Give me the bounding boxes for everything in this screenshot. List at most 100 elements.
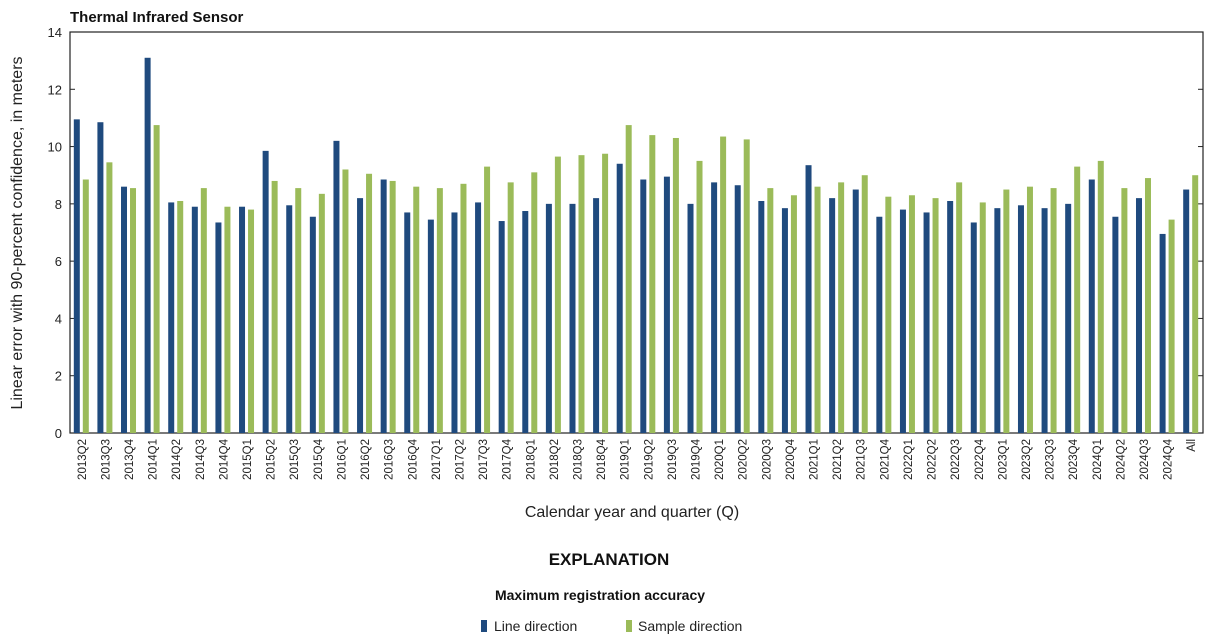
bar-sample-2020Q4 [790,195,797,433]
bar-sample-2015Q4 [318,193,325,433]
bar-line-2017Q3 [475,202,482,433]
x-tick-label: 2016Q4 [407,438,419,480]
legend-heading: EXPLANATION [549,550,670,569]
y-tick-label: 10 [48,140,62,155]
bar-line-2014Q2 [168,202,175,433]
bar-line-2018Q3 [569,203,576,433]
x-tick-label: 2016Q2 [360,439,372,480]
x-tick-label: 2017Q2 [454,439,466,480]
bar-sample-2024Q3 [1144,178,1151,433]
bar-sample-2022Q3 [956,182,963,433]
x-tick-label: 2014Q3 [195,439,207,480]
bar-line-2020Q2 [734,185,741,433]
bar-sample-2013Q4 [130,188,137,433]
bar-line-2013Q2 [73,119,80,433]
bar-sample-2019Q3 [672,137,679,433]
bar-line-2016Q1 [333,140,340,434]
bar-line-2024Q2 [1112,216,1119,433]
x-tick-label: 2018Q4 [596,438,608,480]
bar-line-2018Q1 [522,211,529,433]
bar-line-2019Q4 [687,203,694,433]
x-tick-label: 2023Q4 [1068,438,1080,480]
bar-sample-2015Q1 [248,209,255,433]
bar-sample-2018Q3 [578,155,585,433]
bar-line-2023Q2 [1017,205,1024,433]
bar-line-All [1183,189,1190,433]
x-tick-label: 2015Q1 [242,439,254,480]
bar-sample-2019Q2 [649,135,656,433]
bar-sample-2024Q1 [1097,160,1104,433]
y-tick-label: 4 [55,311,62,326]
bar-line-2021Q3 [852,189,859,433]
bar-line-2016Q3 [380,179,387,433]
bar-sample-2024Q4 [1168,219,1175,433]
legend-swatch-line [481,620,487,632]
bars [73,57,1199,434]
x-tick-label: 2013Q3 [100,439,112,480]
legend-label-line: Line direction [494,618,577,634]
bar-sample-2022Q2 [932,198,939,433]
y-tick-labels: 0 2 4 6 8 10 12 14 [48,25,62,441]
bar-line-2017Q4 [498,221,505,433]
bar-sample-2019Q1 [625,125,632,433]
bar-sample-2021Q4 [885,196,892,433]
bar-sample-2016Q3 [389,180,396,433]
x-tick-labels: 2013Q2 2013Q3 2013Q4 2014Q1 2014Q2 2014Q3 2014… [77,438,1198,480]
bar-line-2016Q4 [404,212,411,433]
bar-sample-2023Q3 [1050,188,1057,433]
bar-sample-2023Q4 [1074,166,1081,433]
bar-sample-2017Q2 [460,183,467,433]
bar-line-2019Q1 [616,163,623,433]
bar-line-2021Q1 [805,165,812,434]
bar-sample-2015Q2 [271,180,278,433]
axes [69,31,1204,434]
x-tick-label: 2014Q1 [148,439,160,480]
x-tick-label: 2014Q4 [218,438,230,480]
x-tick-label: 2022Q3 [950,439,962,480]
x-tick-label: 2021Q3 [856,439,868,480]
x-tick-label: 2023Q1 [997,439,1009,480]
bar-sample-2017Q3 [484,166,491,433]
y-tick-label: 2 [55,369,62,384]
bar-line-2023Q4 [1065,203,1072,433]
chart-title: Thermal Infrared Sensor [70,9,244,26]
bar-sample-2021Q1 [814,186,821,433]
x-tick-label: 2021Q2 [832,439,844,480]
x-tick-label: 2013Q4 [124,438,136,480]
x-tick-label: 2016Q3 [384,439,396,480]
bar-line-2013Q3 [97,122,104,433]
bar-sample-2020Q2 [743,139,750,434]
x-tick-label: 2019Q4 [691,438,703,480]
x-tick-label: 2017Q3 [478,439,490,480]
x-tick-label: 2015Q3 [289,439,301,480]
bar-sample-All [1192,175,1199,433]
bar-line-2024Q4 [1159,233,1166,433]
bar-line-2021Q4 [876,216,883,433]
plot-frame [69,31,1204,434]
bar-sample-2023Q1 [1003,189,1010,433]
y-tick-label: 8 [55,197,62,212]
bar-sample-2013Q3 [106,162,113,433]
x-tick-label: 2017Q4 [502,438,514,480]
legend-label-sample: Sample direction [638,618,742,634]
x-tick-label: 2022Q4 [974,438,986,480]
x-tick-label: 2024Q3 [1139,439,1151,480]
x-tick-label: 2015Q2 [266,439,278,480]
bar-line-2015Q4 [309,216,316,433]
bar-line-2021Q2 [829,198,836,433]
x-tick-label: 2017Q1 [431,439,443,480]
x-tick-label: 2020Q4 [785,438,797,480]
bar-sample-2021Q2 [838,182,845,433]
legend-swatch-sample [626,620,632,632]
bar-sample-2014Q4 [224,206,231,433]
x-tick-label: 2016Q1 [336,439,348,480]
x-tick-label: 2013Q2 [77,439,89,480]
bar-sample-2017Q1 [436,188,443,433]
x-tick-label: 2022Q2 [927,439,939,480]
x-tick-label: 2020Q2 [738,439,750,480]
x-tick-label: 2015Q4 [313,438,325,480]
bar-line-2015Q3 [286,205,293,433]
bar-line-2022Q2 [923,212,930,433]
bar-line-2013Q4 [121,186,128,433]
